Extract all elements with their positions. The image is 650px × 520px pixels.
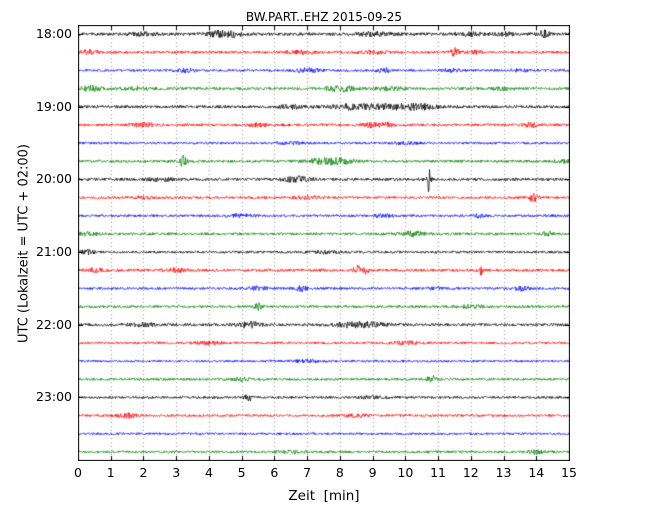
y-tick-label: 20:00 bbox=[35, 171, 72, 187]
x-tick-label: 11 bbox=[430, 465, 447, 480]
x-tick-label: 2 bbox=[139, 465, 148, 480]
x-tick-label: 5 bbox=[237, 465, 246, 480]
y-tick-label: 22:00 bbox=[35, 316, 72, 332]
x-tick-label: 9 bbox=[368, 465, 377, 480]
x-tick-label: 8 bbox=[335, 465, 344, 480]
y-tick-label: 23:00 bbox=[35, 389, 72, 405]
x-tick-label: 13 bbox=[495, 465, 512, 480]
y-tick-label: 19:00 bbox=[35, 98, 72, 114]
plot-title: BW.PART..EHZ 2015-09-25 bbox=[245, 10, 403, 24]
x-tick-label: 3 bbox=[172, 465, 181, 480]
y-tick-label: 21:00 bbox=[35, 244, 72, 260]
x-tick-label: 14 bbox=[528, 465, 545, 480]
x-tick-label: 1 bbox=[106, 465, 115, 480]
x-axis-label: Zeit [min] bbox=[288, 488, 360, 504]
x-tick-label: 4 bbox=[204, 465, 213, 480]
x-tick-label: 12 bbox=[462, 465, 479, 480]
x-tick-label: 15 bbox=[561, 465, 577, 480]
x-tick-label: 0 bbox=[74, 465, 82, 480]
seismogram-plot-area bbox=[78, 25, 570, 461]
x-tick-label: 10 bbox=[397, 465, 414, 480]
x-tick-label: 7 bbox=[303, 465, 312, 480]
x-tick-label: 6 bbox=[270, 465, 279, 480]
y-tick-label: 18:00 bbox=[35, 26, 72, 42]
